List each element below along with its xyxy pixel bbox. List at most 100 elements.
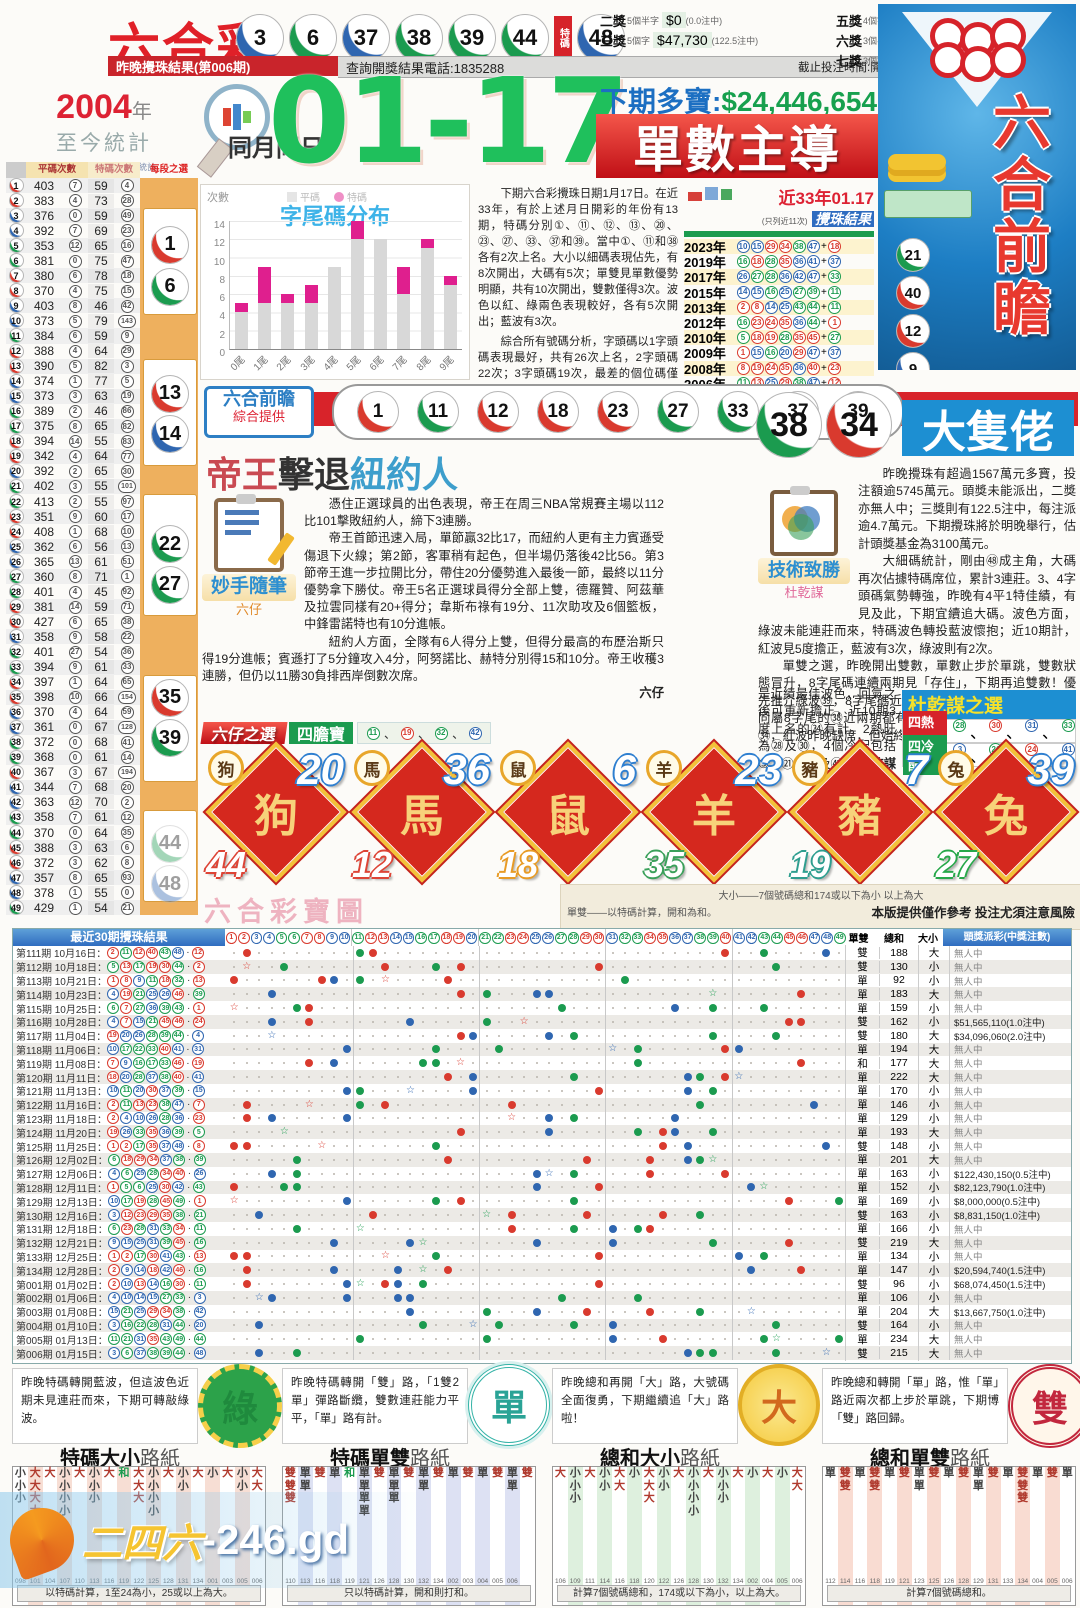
dot-cell bbox=[669, 1181, 682, 1195]
ball-number: 39 bbox=[459, 25, 485, 50]
dot-cell bbox=[429, 1043, 442, 1057]
empty-dot bbox=[333, 1283, 336, 1286]
empty-dot bbox=[598, 1200, 601, 1203]
empty-dot bbox=[762, 1062, 765, 1065]
circled-number: 38 bbox=[173, 1305, 186, 1318]
lottery-ball: 33 bbox=[8, 659, 24, 675]
circled-count: 47 bbox=[120, 254, 134, 268]
xtick: 4尾 bbox=[321, 354, 341, 374]
dot-cell bbox=[442, 1250, 455, 1264]
dot-cell bbox=[454, 1194, 467, 1208]
circled-number: 25 bbox=[134, 1167, 147, 1180]
circled-count: 17 bbox=[120, 510, 134, 524]
promo-panel: 六合前瞻 21 40 12 9 bbox=[878, 4, 1076, 370]
dot-matrix: ☆ bbox=[228, 1166, 845, 1181]
road-char: 雙 bbox=[958, 1467, 970, 1479]
axis-label: 109 bbox=[569, 1578, 581, 1585]
empty-dot bbox=[345, 1324, 348, 1327]
dot-cell bbox=[795, 1056, 808, 1070]
dot-cell bbox=[392, 960, 405, 974]
empty-dot bbox=[825, 1283, 828, 1286]
dot-cell bbox=[555, 1194, 568, 1208]
dot-cell bbox=[657, 1236, 670, 1250]
dot-cell bbox=[719, 1249, 733, 1264]
empty-dot bbox=[787, 1283, 790, 1286]
result-row: 第111期 10月16日： 2 11 12 40 43 48 · 12 雙 188 大無人中 bbox=[13, 945, 1071, 961]
empty-dot bbox=[498, 1062, 501, 1065]
roadmap-comment: 昨晚特碼轉開「雙」路，「1雙2單」彈路斷纜，雙數連莊能力平平，「單」路有計。 bbox=[282, 1368, 468, 1444]
empty-dot bbox=[598, 1103, 601, 1106]
dot-cell bbox=[404, 1194, 417, 1208]
dot-cell bbox=[367, 960, 380, 974]
empty-dot bbox=[333, 1227, 336, 1230]
empty-dot bbox=[611, 1310, 614, 1313]
ball-number: 1 bbox=[164, 233, 176, 256]
pick-ball-wrap: 44 bbox=[151, 824, 189, 863]
dot-cell bbox=[795, 1029, 808, 1043]
dot-cell bbox=[833, 960, 846, 974]
empty-dot bbox=[775, 993, 778, 996]
empty-dot bbox=[258, 1158, 261, 1161]
empty-dot bbox=[409, 1214, 412, 1217]
lottery-ball: 12 bbox=[477, 391, 519, 433]
special-star: ☆ bbox=[708, 988, 718, 1000]
empty-dot bbox=[674, 979, 677, 982]
empty-dot bbox=[447, 1034, 450, 1037]
dot-cell bbox=[745, 1001, 758, 1015]
empty-dot bbox=[283, 1338, 286, 1341]
result-label: 第127期 12月06日： 4 6 25 28 34 40 · 26 bbox=[13, 1166, 228, 1181]
dot-cell bbox=[480, 987, 493, 1001]
dot-cell bbox=[682, 1070, 695, 1084]
roadmap-title-strong: 特碼大小 bbox=[60, 1448, 140, 1470]
empty-dot bbox=[270, 1186, 273, 1189]
dot-cell bbox=[241, 1291, 254, 1305]
dot-cell bbox=[493, 1291, 506, 1305]
te-gap-cell: 83 bbox=[114, 435, 140, 449]
history-rows: 2023年 10 15 29 34 38 47 +18 2019年 16 18 28 35 36 41 +37… bbox=[684, 239, 874, 407]
ping-gap-cell: 5 bbox=[62, 314, 88, 328]
axis-label: 125 bbox=[928, 1578, 940, 1585]
circled-number: 46 bbox=[171, 1057, 184, 1070]
dot-cell bbox=[467, 1083, 481, 1098]
ping-count: 408 bbox=[33, 524, 55, 539]
empty-dot bbox=[800, 1352, 803, 1354]
prize-row: 三獎 5個字 $47,730 (122.5注中) bbox=[600, 30, 830, 50]
dot-cell bbox=[808, 1153, 821, 1167]
dot-cell bbox=[253, 1236, 266, 1250]
bigtwo-badge-author: 杜乾謀 bbox=[784, 584, 824, 600]
dot-cell bbox=[404, 1277, 417, 1291]
dot-cell bbox=[719, 987, 733, 1002]
empty-dot bbox=[624, 1338, 627, 1341]
dot-cell bbox=[770, 1043, 783, 1057]
dot-cell bbox=[429, 1346, 442, 1360]
dot-cell bbox=[379, 1277, 392, 1291]
empty-dot bbox=[737, 1062, 740, 1065]
empty-dot bbox=[409, 993, 412, 996]
dot-cell bbox=[454, 987, 467, 1001]
empty-dot bbox=[800, 1007, 803, 1010]
dot-sep: · bbox=[186, 1002, 191, 1014]
empty-dot bbox=[510, 1324, 513, 1327]
dot-cell bbox=[580, 946, 593, 960]
number-dot bbox=[582, 1307, 591, 1316]
dot-cell bbox=[417, 946, 430, 960]
dot-cell bbox=[543, 946, 556, 960]
dot-cell bbox=[606, 1070, 619, 1084]
dot-cell bbox=[392, 1277, 405, 1291]
empty-dot bbox=[371, 1172, 374, 1175]
dot-cell bbox=[228, 1167, 241, 1181]
promo-ball-wrap: 40 bbox=[896, 276, 956, 310]
dot-cell bbox=[241, 1236, 254, 1250]
dot-cell bbox=[354, 1236, 367, 1250]
ball-number: 18 bbox=[10, 436, 21, 447]
dot-cell bbox=[291, 1277, 304, 1291]
empty-dot bbox=[598, 951, 601, 954]
dot-cell bbox=[266, 1263, 279, 1277]
empty-dot bbox=[308, 1089, 311, 1092]
dot-cell bbox=[707, 1112, 720, 1126]
ball-number: 23 bbox=[607, 401, 629, 422]
empty-dot bbox=[535, 1269, 538, 1272]
circled-count: 154 bbox=[118, 691, 136, 705]
road-char: 雙 bbox=[403, 1467, 415, 1479]
dot-cell bbox=[278, 1043, 291, 1057]
